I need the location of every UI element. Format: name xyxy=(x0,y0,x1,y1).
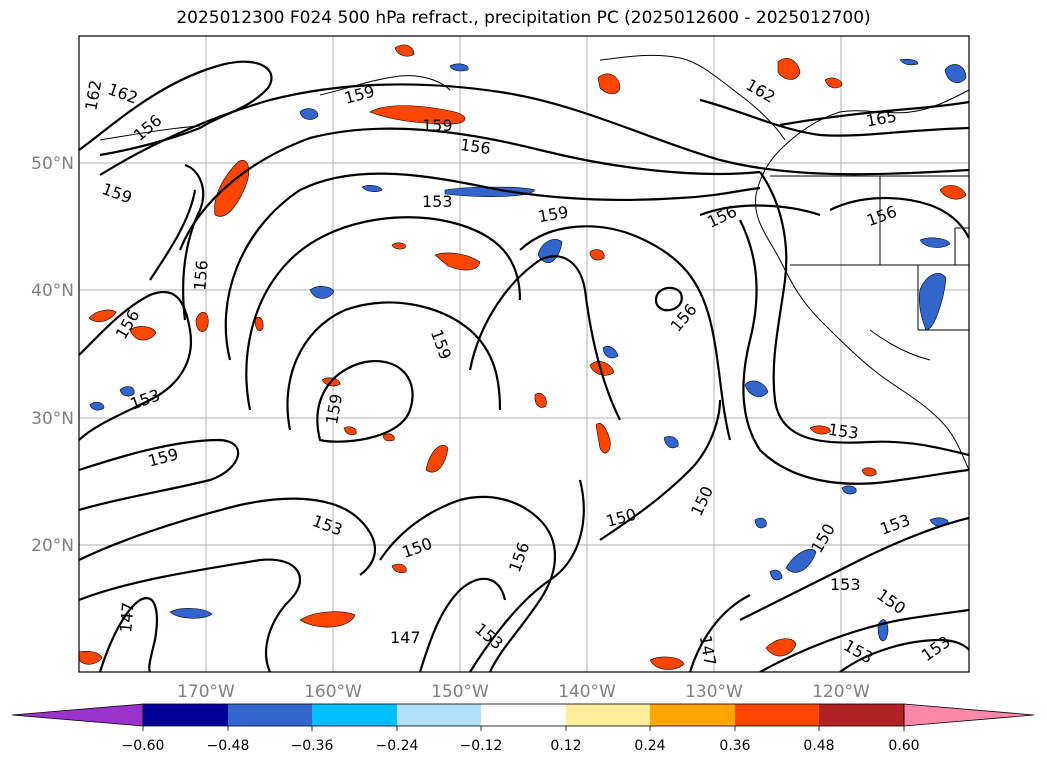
colorbar-segment xyxy=(650,704,735,726)
colorbar-segment xyxy=(481,704,566,726)
contour-label: 159 xyxy=(422,116,453,135)
colorbar-tick-label: −0.36 xyxy=(291,738,334,754)
precip-positive-patches xyxy=(79,44,967,670)
colorbar-segment xyxy=(566,704,650,726)
colorbar-tick-label: 0.12 xyxy=(550,738,581,754)
colorbar-segment xyxy=(143,704,228,726)
colorbar-tick-label: 0.48 xyxy=(803,738,834,754)
contour-label: 156 xyxy=(459,135,492,158)
lon-label-120w: 120°W xyxy=(812,682,870,702)
colorbar-tick-label: −0.60 xyxy=(122,738,165,754)
colorbar-frame xyxy=(142,703,905,727)
colorbar-tick-label: −0.12 xyxy=(460,738,503,754)
refractivity-contours xyxy=(79,60,969,672)
lon-label-140w: 140°W xyxy=(558,682,616,702)
colorbar-segment xyxy=(903,703,1035,727)
lat-label-40n: 40°N xyxy=(31,281,74,301)
colorbar-segment xyxy=(735,704,819,726)
coastline xyxy=(99,54,969,471)
lat-label-20n: 20°N xyxy=(31,536,74,556)
longitude-labels: 170°W 160°W 150°W 140°W 130°W 120°W xyxy=(177,682,870,702)
colorbar-tick-label: 0.60 xyxy=(888,738,919,754)
contour-label: 147 xyxy=(390,628,421,647)
borders xyxy=(770,175,969,361)
colorbar-tick-label: 0.36 xyxy=(719,738,750,754)
precip-negative-patches xyxy=(89,58,967,642)
contour-label: 156 xyxy=(190,259,212,291)
contour-label: 147 xyxy=(116,601,138,633)
lon-label-170w: 170°W xyxy=(177,682,235,702)
graticule xyxy=(79,36,969,672)
lon-label-130w: 130°W xyxy=(685,682,743,702)
colorbar-tick-label: 0.24 xyxy=(634,738,665,754)
lat-label-30n: 30°N xyxy=(31,409,74,429)
contour-label: 153 xyxy=(422,192,453,211)
colorbar-ticks xyxy=(142,726,905,731)
colorbar-segment xyxy=(397,704,481,726)
colorbar-tick-label: −0.48 xyxy=(207,738,250,754)
colorbar-segment xyxy=(11,703,144,727)
contour-label: 153 xyxy=(827,420,860,443)
map-frame xyxy=(78,35,970,673)
latitude-labels: 50°N 40°N 30°N 20°N xyxy=(31,154,74,556)
lat-label-50n: 50°N xyxy=(31,154,74,174)
colorbar: −0.60 −0.48 −0.36 −0.24 −0.12 0.12 0.24 … xyxy=(11,703,1035,754)
contour-label: 153 xyxy=(830,575,861,594)
colorbar-segment xyxy=(819,704,904,726)
map-title: 2025012300 F024 500 hPa refract., precip… xyxy=(176,8,871,28)
colorbar-segment xyxy=(228,704,312,726)
colorbar-segment xyxy=(312,704,397,726)
colorbar-tick-label: −0.24 xyxy=(376,738,419,754)
lon-label-160w: 160°W xyxy=(304,682,362,702)
lon-label-150w: 150°W xyxy=(431,682,489,702)
